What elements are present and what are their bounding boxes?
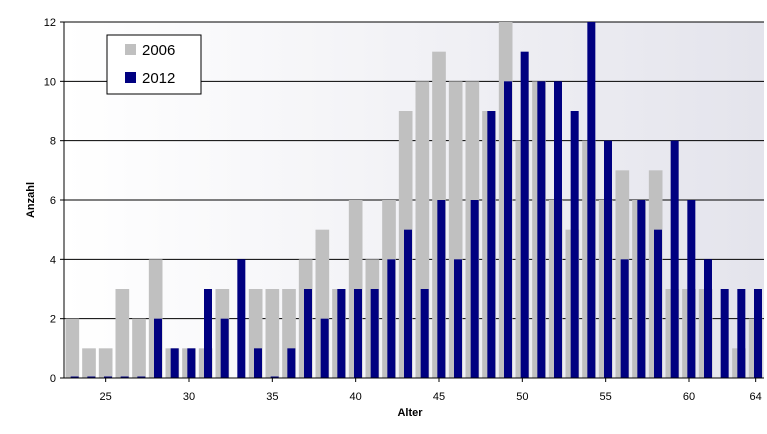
legend-label-2012: 2012 (142, 70, 175, 87)
bar-2012 (170, 348, 179, 378)
y-tick-label: 6 (50, 195, 56, 207)
bar-2012 (720, 289, 729, 378)
bar-2006 (115, 289, 130, 378)
y-axis-title: Anzahl (25, 182, 37, 218)
bar-2012 (387, 259, 396, 378)
bar-2012 (554, 81, 562, 378)
x-axis-title: Alter (397, 407, 423, 419)
bar-2006 (265, 289, 280, 378)
bar-2012 (287, 348, 296, 378)
bar-2012 (604, 140, 612, 378)
y-tick-label: 12 (44, 17, 56, 29)
bar-2012 (670, 140, 679, 378)
legend: 2006 2012 (106, 34, 202, 95)
bar-2012 (420, 289, 429, 378)
gridlines (60, 21, 764, 379)
x-tick-label: 55 (600, 391, 612, 403)
bar-2012 (304, 289, 312, 378)
bar-2012 (370, 289, 379, 378)
bar-2012 (537, 81, 546, 378)
y-tick-label: 2 (50, 314, 56, 326)
bar-2012 (704, 259, 712, 378)
bar-2012 (570, 111, 579, 378)
bar-2012 (404, 229, 412, 378)
bar-2012 (620, 259, 629, 378)
bars (65, 22, 763, 379)
bar-2012 (270, 376, 279, 378)
bar-2012 (487, 111, 496, 378)
bar-2012 (70, 376, 79, 378)
bar-2006 (65, 318, 80, 378)
y-tick-labels: 0 2 4 6 8 10 12 (44, 17, 56, 385)
x-tick-label: 35 (266, 391, 278, 403)
bar-2012 (470, 200, 479, 378)
bar-2012 (504, 81, 512, 378)
bar-2012 (220, 318, 229, 378)
bar-2012 (654, 229, 662, 378)
bar-2012 (120, 376, 129, 378)
bar-2012 (520, 51, 529, 379)
bar-2006 (82, 348, 96, 378)
x-tick-label: 64 (750, 391, 762, 403)
y-tick-label: 4 (50, 254, 56, 266)
legend-box (106, 34, 202, 95)
legend-label-2006: 2006 (142, 42, 175, 59)
legend-swatch-2012 (125, 72, 136, 83)
bar-2012 (737, 289, 746, 378)
bar-2012 (87, 376, 96, 378)
bar-2012 (104, 376, 112, 378)
bar-2006 (98, 348, 113, 378)
bar-2012 (320, 318, 329, 378)
x-tick-label: 45 (433, 391, 445, 403)
x-tick-labels: 25 30 35 40 45 50 55 60 64 (100, 378, 762, 403)
y-tick-label: 0 (50, 373, 56, 385)
x-tick-label: 50 (516, 391, 528, 403)
x-tick-label: 25 (100, 391, 112, 403)
x-tick-label: 60 (683, 391, 695, 403)
bar-2012 (137, 376, 146, 378)
bar-2012 (687, 200, 696, 378)
bar-2012 (587, 22, 596, 378)
bar-2012 (354, 289, 362, 378)
bar-2012 (754, 289, 762, 378)
bar-2012 (337, 289, 346, 378)
bar-2006 (132, 318, 146, 378)
y-tick-label: 8 (50, 136, 56, 148)
bar-2012 (637, 200, 646, 378)
bar-2012 (454, 259, 462, 378)
bar-2012 (254, 348, 262, 378)
bar-2012 (437, 200, 446, 378)
bar-2012 (204, 289, 212, 378)
bar-2012 (187, 348, 196, 378)
x-tick-label: 30 (183, 391, 195, 403)
y-tick-label: 10 (44, 76, 56, 88)
legend-swatch-2006 (125, 44, 136, 55)
x-tick-label: 40 (350, 391, 362, 403)
bar-2012 (237, 259, 246, 378)
bar-2012 (154, 318, 162, 378)
